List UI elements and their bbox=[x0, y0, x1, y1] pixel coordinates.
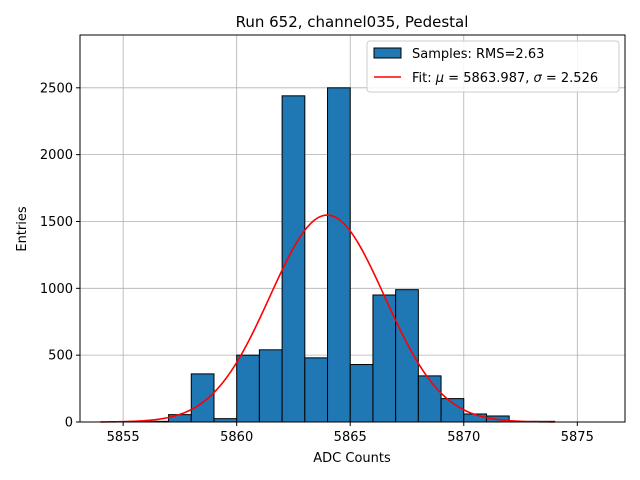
chart-title: Run 652, channel035, Pedestal bbox=[236, 13, 469, 31]
y-tick-label: 1000 bbox=[40, 282, 73, 297]
y-tick-label: 0 bbox=[65, 416, 73, 431]
histogram-bar bbox=[213, 418, 238, 423]
fit-curve-group bbox=[100, 214, 555, 423]
axis-ticks: 5855 5860 5865 5870 5875 0 500 1000 1500 2000 2500 bbox=[40, 81, 594, 445]
histogram-bar bbox=[168, 414, 192, 423]
histogram-bar bbox=[417, 375, 442, 423]
histogram-bar bbox=[304, 357, 329, 423]
legend-samples-label: Samples: RMS=2.63 bbox=[412, 47, 544, 62]
y-tick-label: 1500 bbox=[40, 215, 73, 230]
legend-fit-label: Fit: μ = 5863.987, σ = 2.526 bbox=[412, 71, 598, 86]
legend-box bbox=[366, 40, 620, 93]
x-tick-label: 5860 bbox=[220, 430, 253, 445]
histogram-bar bbox=[349, 364, 374, 423]
y-axis-label: Entries bbox=[15, 206, 30, 252]
histogram-bar bbox=[190, 373, 215, 423]
axes-frame bbox=[79, 34, 626, 423]
plot-frame bbox=[79, 34, 626, 423]
histogram-bar bbox=[281, 95, 306, 423]
histogram-bar bbox=[258, 349, 283, 423]
x-tick-label: 5855 bbox=[107, 430, 140, 445]
grid bbox=[80, 35, 625, 423]
x-tick-label: 5870 bbox=[447, 430, 480, 445]
legend-samples-swatch bbox=[373, 47, 402, 59]
histogram-bar bbox=[236, 354, 260, 423]
histogram-bars bbox=[145, 87, 556, 423]
histogram-bar bbox=[395, 289, 419, 423]
x-axis-label: ADC Counts bbox=[313, 451, 391, 466]
legend: Samples: RMS=2.63 Fit: μ = 5863.987, σ = … bbox=[366, 40, 620, 93]
x-tick-label: 5875 bbox=[561, 430, 594, 445]
y-tick-label: 500 bbox=[48, 349, 73, 364]
y-tick-label: 2500 bbox=[40, 81, 73, 96]
fit-curve bbox=[100, 214, 555, 423]
histogram-bar bbox=[327, 87, 351, 423]
y-tick-label: 2000 bbox=[40, 148, 73, 163]
x-tick-label: 5865 bbox=[334, 430, 367, 445]
